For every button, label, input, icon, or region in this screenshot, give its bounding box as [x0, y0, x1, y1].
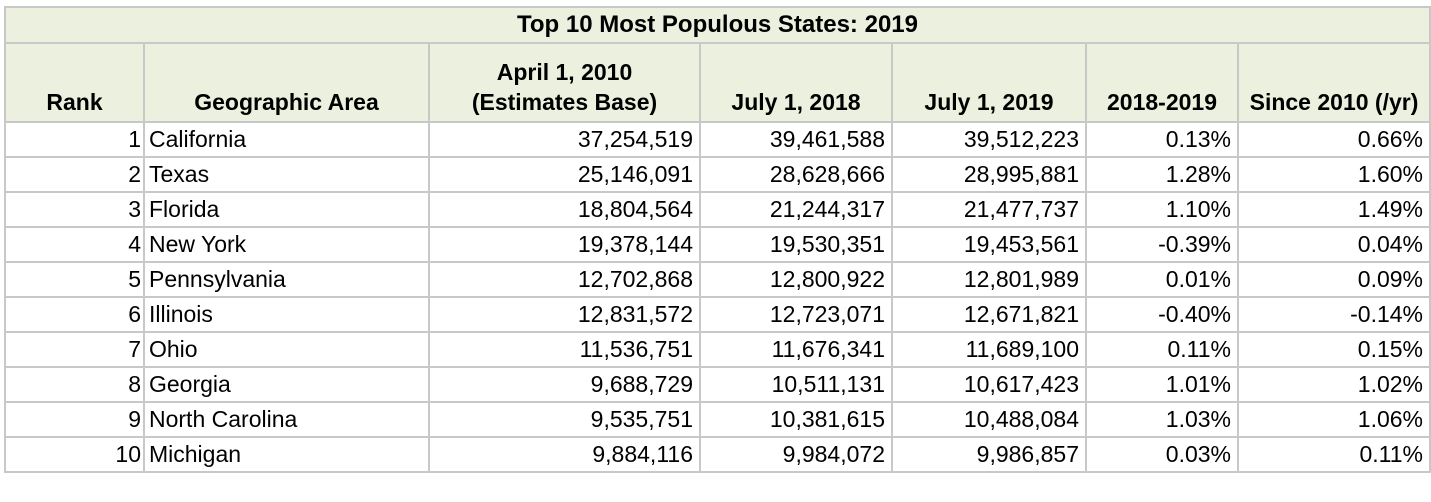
july-2018-cell: 11,676,341	[699, 331, 893, 368]
population-table: Top 10 Most Populous States: 2019 Rank G…	[4, 6, 1431, 473]
header-row: Rank Geographic Area April 1, 2010 (Esti…	[4, 42, 1431, 123]
header-geographic-area: Geographic Area	[143, 42, 430, 123]
since-2010-cell: 1.02%	[1237, 366, 1431, 403]
table-row: 7 Ohio 11,536,751 11,676,341 11,689,100 …	[4, 331, 1431, 368]
july-2018-cell: 12,723,071	[699, 296, 893, 333]
base-cell: 11,536,751	[428, 331, 701, 368]
header-estimates-base-line2: (Estimates Base)	[471, 89, 658, 115]
base-cell: 18,804,564	[428, 191, 701, 228]
base-cell: 9,884,116	[428, 436, 701, 473]
july-2018-cell: 39,461,588	[699, 121, 893, 158]
header-estimates-base: April 1, 2010 (Estimates Base)	[428, 42, 701, 123]
title-row: Top 10 Most Populous States: 2019	[4, 6, 1431, 44]
rank-cell: 8	[4, 366, 145, 403]
area-cell: Pennsylvania	[143, 261, 430, 298]
area-cell: Texas	[143, 156, 430, 193]
base-cell: 19,378,144	[428, 226, 701, 263]
since-2010-cell: 1.49%	[1237, 191, 1431, 228]
area-cell: North Carolina	[143, 401, 430, 438]
july-2019-cell: 11,689,100	[891, 331, 1087, 368]
header-july-2018: July 1, 2018	[699, 42, 893, 123]
july-2019-cell: 39,512,223	[891, 121, 1087, 158]
header-rank: Rank	[4, 42, 145, 123]
since-2010-cell: 0.66%	[1237, 121, 1431, 158]
july-2019-cell: 10,488,084	[891, 401, 1087, 438]
rank-cell: 6	[4, 296, 145, 333]
rank-cell: 5	[4, 261, 145, 298]
rank-cell: 10	[4, 436, 145, 473]
table-row: 9 North Carolina 9,535,751 10,381,615 10…	[4, 401, 1431, 438]
table-row: 10 Michigan 9,884,116 9,984,072 9,986,85…	[4, 436, 1431, 473]
population-table-container: Top 10 Most Populous States: 2019 Rank G…	[4, 6, 1431, 473]
change-cell: 1.10%	[1085, 191, 1239, 228]
july-2018-cell: 12,800,922	[699, 261, 893, 298]
since-2010-cell: 0.04%	[1237, 226, 1431, 263]
area-cell: Illinois	[143, 296, 430, 333]
area-cell: Ohio	[143, 331, 430, 368]
table-row: 2 Texas 25,146,091 28,628,666 28,995,881…	[4, 156, 1431, 193]
since-2010-cell: 0.11%	[1237, 436, 1431, 473]
table-row: 8 Georgia 9,688,729 10,511,131 10,617,42…	[4, 366, 1431, 403]
change-cell: -0.40%	[1085, 296, 1239, 333]
july-2018-cell: 10,511,131	[699, 366, 893, 403]
area-cell: New York	[143, 226, 430, 263]
rank-cell: 3	[4, 191, 145, 228]
july-2019-cell: 21,477,737	[891, 191, 1087, 228]
area-cell: Michigan	[143, 436, 430, 473]
area-cell: Georgia	[143, 366, 430, 403]
change-cell: 0.11%	[1085, 331, 1239, 368]
base-cell: 25,146,091	[428, 156, 701, 193]
table-title: Top 10 Most Populous States: 2019	[4, 6, 1431, 44]
since-2010-cell: 1.60%	[1237, 156, 1431, 193]
july-2019-cell: 28,995,881	[891, 156, 1087, 193]
base-cell: 9,535,751	[428, 401, 701, 438]
change-cell: 1.03%	[1085, 401, 1239, 438]
change-cell: 0.13%	[1085, 121, 1239, 158]
july-2019-cell: 10,617,423	[891, 366, 1087, 403]
since-2010-cell: -0.14%	[1237, 296, 1431, 333]
july-2019-cell: 19,453,561	[891, 226, 1087, 263]
rank-cell: 9	[4, 401, 145, 438]
july-2018-cell: 9,984,072	[699, 436, 893, 473]
july-2018-cell: 21,244,317	[699, 191, 893, 228]
table-row: 5 Pennsylvania 12,702,868 12,800,922 12,…	[4, 261, 1431, 298]
area-cell: Florida	[143, 191, 430, 228]
header-july-2019: July 1, 2019	[891, 42, 1087, 123]
base-cell: 12,831,572	[428, 296, 701, 333]
july-2019-cell: 9,986,857	[891, 436, 1087, 473]
rank-cell: 7	[4, 331, 145, 368]
since-2010-cell: 1.06%	[1237, 401, 1431, 438]
area-cell: California	[143, 121, 430, 158]
july-2019-cell: 12,671,821	[891, 296, 1087, 333]
change-cell: 0.01%	[1085, 261, 1239, 298]
rank-cell: 1	[4, 121, 145, 158]
header-change-2018-2019: 2018-2019	[1085, 42, 1239, 123]
header-estimates-base-line1: April 1, 2010	[496, 59, 633, 85]
header-since-2010: Since 2010 (/yr)	[1237, 42, 1431, 123]
base-cell: 12,702,868	[428, 261, 701, 298]
base-cell: 37,254,519	[428, 121, 701, 158]
change-cell: -0.39%	[1085, 226, 1239, 263]
table-row: 6 Illinois 12,831,572 12,723,071 12,671,…	[4, 296, 1431, 333]
change-cell: 1.01%	[1085, 366, 1239, 403]
since-2010-cell: 0.09%	[1237, 261, 1431, 298]
rank-cell: 2	[4, 156, 145, 193]
rank-cell: 4	[4, 226, 145, 263]
table-row: 1 California 37,254,519 39,461,588 39,51…	[4, 121, 1431, 158]
table-row: 3 Florida 18,804,564 21,244,317 21,477,7…	[4, 191, 1431, 228]
july-2019-cell: 12,801,989	[891, 261, 1087, 298]
july-2018-cell: 10,381,615	[699, 401, 893, 438]
july-2018-cell: 19,530,351	[699, 226, 893, 263]
july-2018-cell: 28,628,666	[699, 156, 893, 193]
base-cell: 9,688,729	[428, 366, 701, 403]
since-2010-cell: 0.15%	[1237, 331, 1431, 368]
table-row: 4 New York 19,378,144 19,530,351 19,453,…	[4, 226, 1431, 263]
change-cell: 1.28%	[1085, 156, 1239, 193]
change-cell: 0.03%	[1085, 436, 1239, 473]
